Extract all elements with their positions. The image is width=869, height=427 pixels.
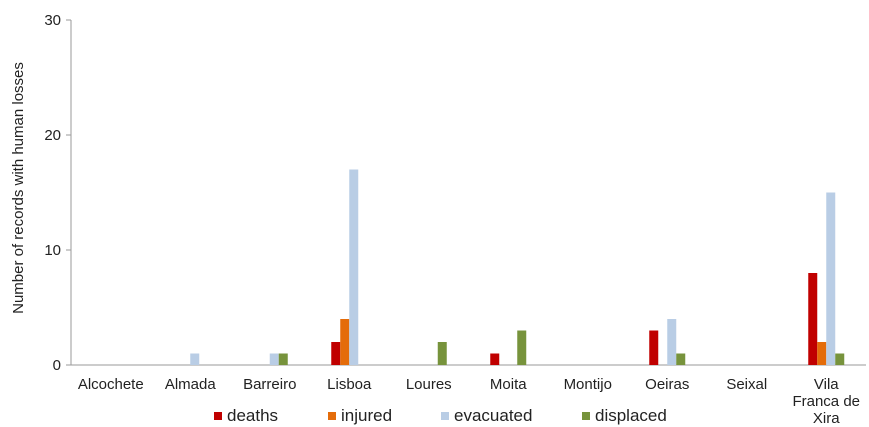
bar-displaced <box>517 330 527 365</box>
y-tick-label: 10 <box>44 242 61 259</box>
bar-deaths <box>331 342 341 365</box>
bar-displaced <box>676 353 686 365</box>
y-tick-label: 20 <box>44 127 61 144</box>
legend-label-evacuated: evacuated <box>454 406 532 425</box>
x-category-label: Almada <box>165 376 217 393</box>
bar-deaths <box>649 330 659 365</box>
legend-swatch-deaths <box>214 412 222 420</box>
bar-deaths <box>808 273 818 365</box>
bar-injured <box>340 319 350 365</box>
x-category-label: Lisboa <box>327 376 372 393</box>
bar-evacuated <box>269 353 279 365</box>
x-category-label: Vila <box>814 376 839 393</box>
legend-swatch-displaced <box>582 412 590 420</box>
x-category-label: Alcochete <box>78 376 144 393</box>
x-axis-categories: Alcochete Almada Barreiro Lisboa Loures Moita… <box>78 376 860 427</box>
x-category-label: Oeiras <box>645 376 689 393</box>
y-tick-label: 30 <box>44 12 61 29</box>
legend-swatch-evacuated <box>441 412 449 420</box>
legend-swatch-injured <box>328 412 336 420</box>
legend-label-injured: injured <box>341 406 392 425</box>
bar-displaced <box>278 353 288 365</box>
bar-displaced <box>437 342 447 365</box>
legend-label-displaced: displaced <box>595 406 667 425</box>
x-category-label: Montijo <box>564 376 612 393</box>
bar-evacuated <box>667 319 677 365</box>
y-tick-label: 0 <box>53 357 61 374</box>
bar-displaced <box>835 353 845 365</box>
legend-label-deaths: deaths <box>227 406 278 425</box>
x-category-label: Barreiro <box>243 376 296 393</box>
x-category-label: Moita <box>490 376 527 393</box>
y-axis-ticks: 0 10 20 30 <box>44 12 71 374</box>
bar-evacuated <box>826 192 836 365</box>
bar-evacuated <box>190 353 200 365</box>
y-axis-label: Number of records with human losses <box>10 62 27 314</box>
bar-injured <box>817 342 827 365</box>
bars <box>190 169 845 365</box>
x-category-label: Loures <box>406 376 452 393</box>
bar-evacuated <box>349 169 359 365</box>
x-category-label: Seixal <box>726 376 767 393</box>
x-category-label: Xira <box>813 410 840 427</box>
legend: deaths injured evacuated displaced <box>214 406 667 425</box>
x-category-label: Franca de <box>792 393 860 410</box>
bar-deaths <box>490 353 500 365</box>
